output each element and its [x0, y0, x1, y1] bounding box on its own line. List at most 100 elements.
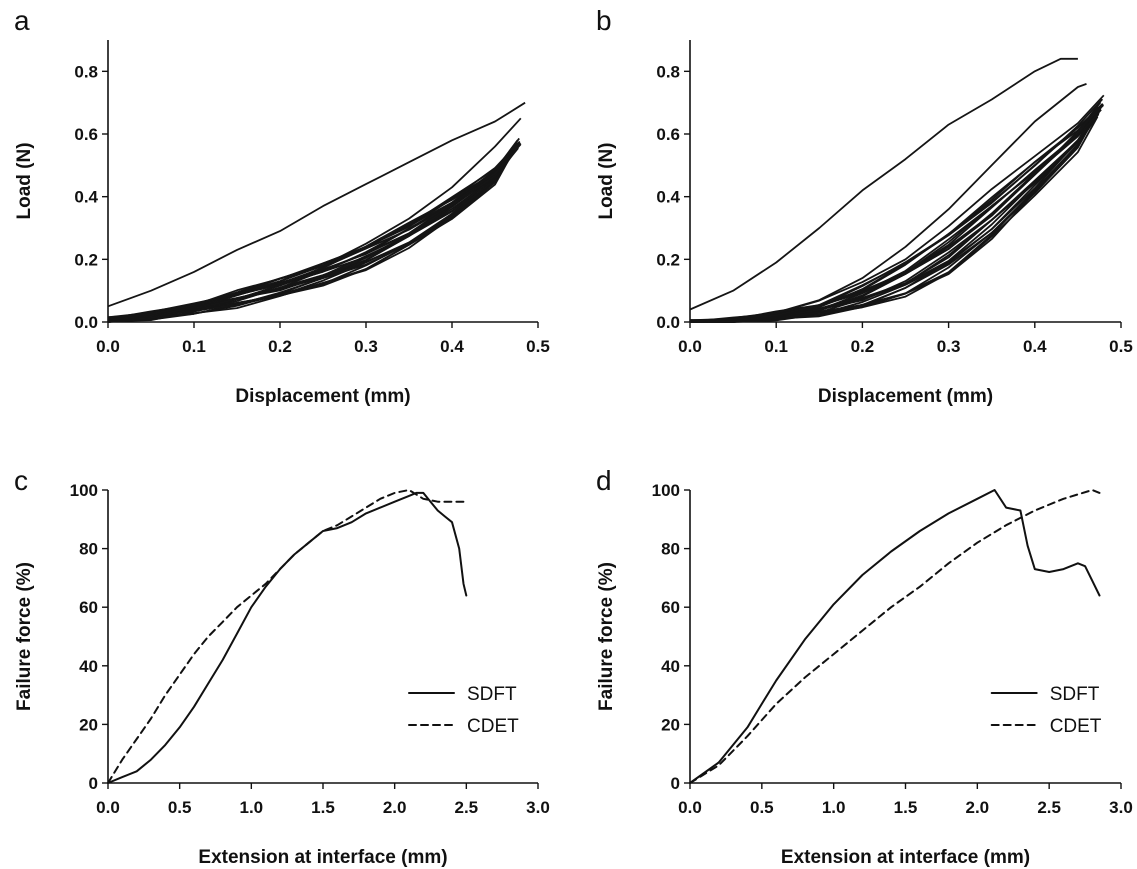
later-cycle-curve — [107, 142, 518, 321]
x-axis-title: Displacement (mm) — [235, 386, 410, 407]
y-axis-title: Failure force (%) — [596, 562, 617, 711]
panel-a: a 0.0 0.1 0.2 0.3 0.4 0.5 0.0 0.2 0.4 0.6 0.8 Displa… — [14, 5, 550, 407]
x-tick-label: 0.2 — [268, 337, 292, 356]
y-tick-label: 80 — [661, 540, 680, 559]
later-cycle-curve — [107, 140, 521, 322]
x-tick-label: 1.5 — [894, 798, 918, 817]
y-tick-label: 100 — [70, 481, 98, 500]
y-axis-title: Failure force (%) — [14, 562, 35, 711]
later-cycle-curve — [107, 142, 520, 319]
y-tick-label: 40 — [661, 657, 680, 676]
legend-label-sdft: SDFT — [467, 684, 517, 705]
y-tick-label: 0.6 — [74, 125, 98, 144]
first-cycle-curve — [689, 57, 1078, 311]
later-cycle-curve — [107, 143, 522, 319]
panel-b: b 0.0 0.1 0.2 0.3 0.4 0.5 0.0 0.2 0.4 0.6 0.8 Displa… — [596, 5, 1133, 407]
x-tick-label: 0.5 — [168, 798, 192, 817]
x-tick-label: 2.0 — [383, 798, 407, 817]
later-cycle-curve — [107, 147, 515, 323]
x-tick-label: 0.5 — [1109, 337, 1133, 356]
later-cycle-curve — [689, 108, 1101, 323]
later-cycle-curve — [107, 148, 516, 321]
y-tick-label: 60 — [661, 598, 680, 617]
x-tick-label: 0.0 — [678, 337, 702, 356]
x-tick-label: 1.0 — [240, 798, 264, 817]
legend-label-cdet: CDET — [467, 716, 519, 737]
later-cycle-curve — [689, 107, 1102, 323]
panel-letter: d — [596, 465, 612, 496]
later-cycle-curve — [107, 143, 518, 320]
y-tick-label: 0.4 — [74, 188, 98, 207]
legend-label-sdft: SDFT — [1050, 684, 1100, 705]
y-tick-label: 0.0 — [656, 313, 680, 332]
x-tick-label: 2.5 — [455, 798, 479, 817]
y-axis-title: Load (N) — [14, 142, 35, 219]
x-tick-label: 3.0 — [526, 798, 550, 817]
panel-letter: c — [14, 465, 28, 496]
later-cycle-curve — [107, 144, 517, 323]
y-tick-label: 20 — [79, 715, 98, 734]
x-tick-label: 0.5 — [526, 337, 550, 356]
first-cycle-curve — [107, 117, 522, 323]
x-tick-label: 2.5 — [1037, 798, 1061, 817]
x-tick-label: 0.3 — [354, 337, 378, 356]
y-tick-label: 0.4 — [656, 188, 680, 207]
later-cycle-curve — [107, 149, 517, 323]
later-cycle-curve — [107, 137, 520, 322]
later-cycle-curve — [689, 113, 1100, 323]
panel-letter: b — [596, 5, 612, 36]
x-tick-label: 0.2 — [851, 337, 875, 356]
y-tick-label: 0 — [89, 774, 98, 793]
panel-c: c 0.0 0.5 1.0 1.5 2.0 2.5 3.0 0 20 40 60 80 100 Extens… — [14, 465, 550, 868]
x-tick-label: 0.5 — [750, 798, 774, 817]
x-axis-title: Extension at interface (mm) — [198, 847, 447, 868]
x-tick-label: 2.0 — [966, 798, 990, 817]
later-cycle-curve — [689, 94, 1105, 322]
series-cdet-line — [107, 489, 468, 784]
first-cycle-curve — [107, 101, 526, 308]
x-tick-label: 1.0 — [822, 798, 846, 817]
later-cycle-curve — [689, 111, 1099, 323]
y-axis-title: Load (N) — [596, 142, 617, 219]
x-tick-label: 3.0 — [1109, 798, 1133, 817]
later-cycle-curve — [107, 146, 515, 322]
x-tick-label: 0.4 — [1023, 337, 1047, 356]
later-cycle-curve — [690, 108, 1101, 323]
y-tick-label: 20 — [661, 715, 680, 734]
later-cycle-curve — [107, 142, 520, 320]
x-axis-title: Displacement (mm) — [818, 386, 993, 407]
later-cycle-curve — [689, 116, 1099, 323]
later-cycle-curve — [107, 143, 522, 319]
later-cycle-curve — [689, 112, 1100, 323]
x-tick-label: 0.0 — [678, 798, 702, 817]
legend-label-cdet: CDET — [1050, 716, 1102, 737]
later-cycle-curve — [107, 142, 521, 323]
y-tick-label: 0 — [671, 774, 680, 793]
series-sdft-line — [107, 491, 468, 784]
x-tick-label: 0.0 — [96, 337, 120, 356]
panel-letter: a — [14, 5, 30, 36]
later-cycle-curve — [107, 139, 519, 323]
y-tick-label: 80 — [79, 540, 98, 559]
y-tick-label: 0.8 — [74, 62, 98, 81]
later-cycle-curve — [107, 142, 521, 320]
later-cycle-curve — [107, 143, 516, 323]
y-tick-label: 100 — [652, 481, 680, 500]
x-tick-label: 0.1 — [764, 337, 788, 356]
y-tick-label: 0.8 — [656, 62, 680, 81]
series-cdet-line — [689, 489, 1101, 784]
later-cycle-curve — [107, 145, 516, 323]
y-tick-label: 60 — [79, 598, 98, 617]
x-tick-label: 0.1 — [182, 337, 206, 356]
y-tick-label: 0.0 — [74, 313, 98, 332]
later-cycle-curve — [689, 104, 1105, 322]
later-cycle-curve — [689, 112, 1098, 323]
y-tick-label: 0.6 — [656, 125, 680, 144]
later-cycle-curve — [107, 142, 519, 323]
x-tick-label: 0.0 — [96, 798, 120, 817]
later-cycle-curve — [107, 142, 517, 321]
y-tick-label: 40 — [79, 657, 98, 676]
x-tick-label: 0.4 — [440, 337, 464, 356]
series-sdft-line — [689, 489, 1101, 784]
